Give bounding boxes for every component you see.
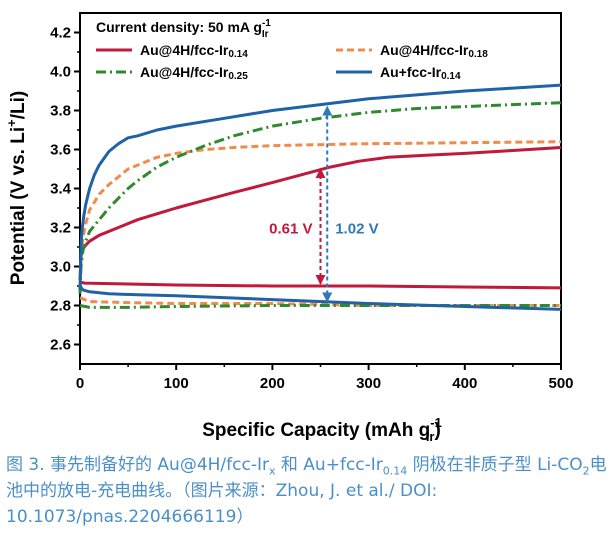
series-4-discharge-line (78, 285, 562, 311)
x-tick-label: 500 (548, 375, 573, 392)
series-2-charge-line (78, 140, 562, 290)
y-tick-label: 3.4 (50, 181, 72, 198)
legend-title: Current density: 50 mA g-1 Ir (96, 18, 271, 40)
x-tick-label: 300 (356, 375, 381, 392)
series-1-charge-line (78, 146, 562, 281)
x-axis-label: Specific Capacity (mAh g-1 Ir) (202, 415, 442, 444)
y-tick-label: 3.2 (50, 220, 71, 237)
chart: 0 100 200 300 400 500 2.6 2.8 3.0 3.2 3.4 3.6 3.8 4.0… (4, 12, 574, 444)
series-4-charge-line (78, 83, 562, 290)
series-1-discharge-line (79, 280, 562, 290)
y-tick-label: 4.0 (50, 64, 71, 81)
annotation-label-2: 1.02 V (335, 220, 378, 237)
y-axis-label: Potential (V vs. Li+/Li) (4, 91, 29, 285)
y-tick-label: 2.8 (50, 298, 71, 315)
y-tick-label: 3.0 (50, 259, 71, 276)
y-tick-label: 3.8 (50, 103, 71, 120)
series-3-charge-line (78, 101, 562, 294)
annotation-label-1: 0.61 V (269, 220, 312, 237)
plot-area: 0 100 200 300 400 500 2.6 2.8 3.0 3.2 3.4 3.6 3.8 4.0… (50, 12, 574, 392)
legend: Current density: 50 mA g-1 Ir Au@4H/fcc-I… (96, 18, 488, 82)
figure-caption: 图 3. 事先制备好的 Au@4H/fcc-Irx 和 Au+fcc-Ir0.1… (6, 455, 607, 527)
legend-label-1: Au@4H/fcc-Ir0.14 (140, 42, 248, 60)
x-tick-label: 0 (76, 375, 84, 392)
y-tick-label: 2.6 (50, 337, 71, 354)
legend-label-4: Au+fcc-Ir0.14 (380, 64, 461, 82)
legend-label-3: Au@4H/fcc-Ir0.25 (140, 64, 248, 82)
x-tick-label: 400 (452, 375, 477, 392)
legend-label-2: Au@4H/fcc-Ir0.18 (380, 42, 488, 60)
x-tick-label: 200 (260, 375, 285, 392)
y-tick-label: 3.6 (50, 142, 71, 159)
x-tick-label: 100 (164, 375, 189, 392)
y-tick-label: 4.2 (50, 25, 71, 42)
